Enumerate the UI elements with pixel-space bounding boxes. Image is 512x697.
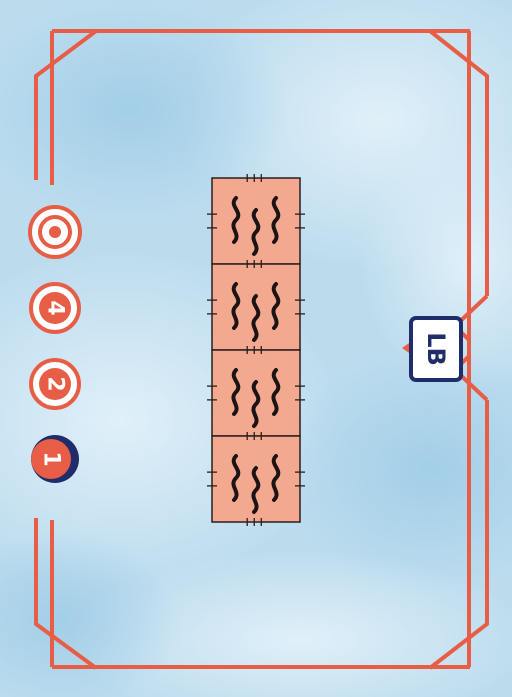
track-number: 4 [43,300,68,315]
heat-tile-column [207,174,305,526]
heat-tile [207,174,305,265]
heat-tile [207,260,305,351]
track-number: 2 [43,376,68,391]
track-target [28,205,82,259]
side-badge: LB [402,316,463,382]
target-icon [49,226,61,238]
heat-wave-icon [231,196,281,256]
heat-wave-icon [231,282,281,342]
track-column: 4 2 1 [28,205,82,483]
side-badge-label: LB [422,332,450,366]
tile-column-bottom-ticks [246,518,262,526]
heat-tile [207,432,305,523]
card-frame [34,29,489,670]
track-number: 1 [39,451,64,466]
heat-wave-icon [231,368,281,428]
track-slot-2: 2 [29,358,81,410]
track-slot-1: 1 [31,435,79,483]
track-slot-4: 4 [29,282,81,334]
heat-tile [207,346,305,437]
heat-wave-icon [231,454,281,514]
